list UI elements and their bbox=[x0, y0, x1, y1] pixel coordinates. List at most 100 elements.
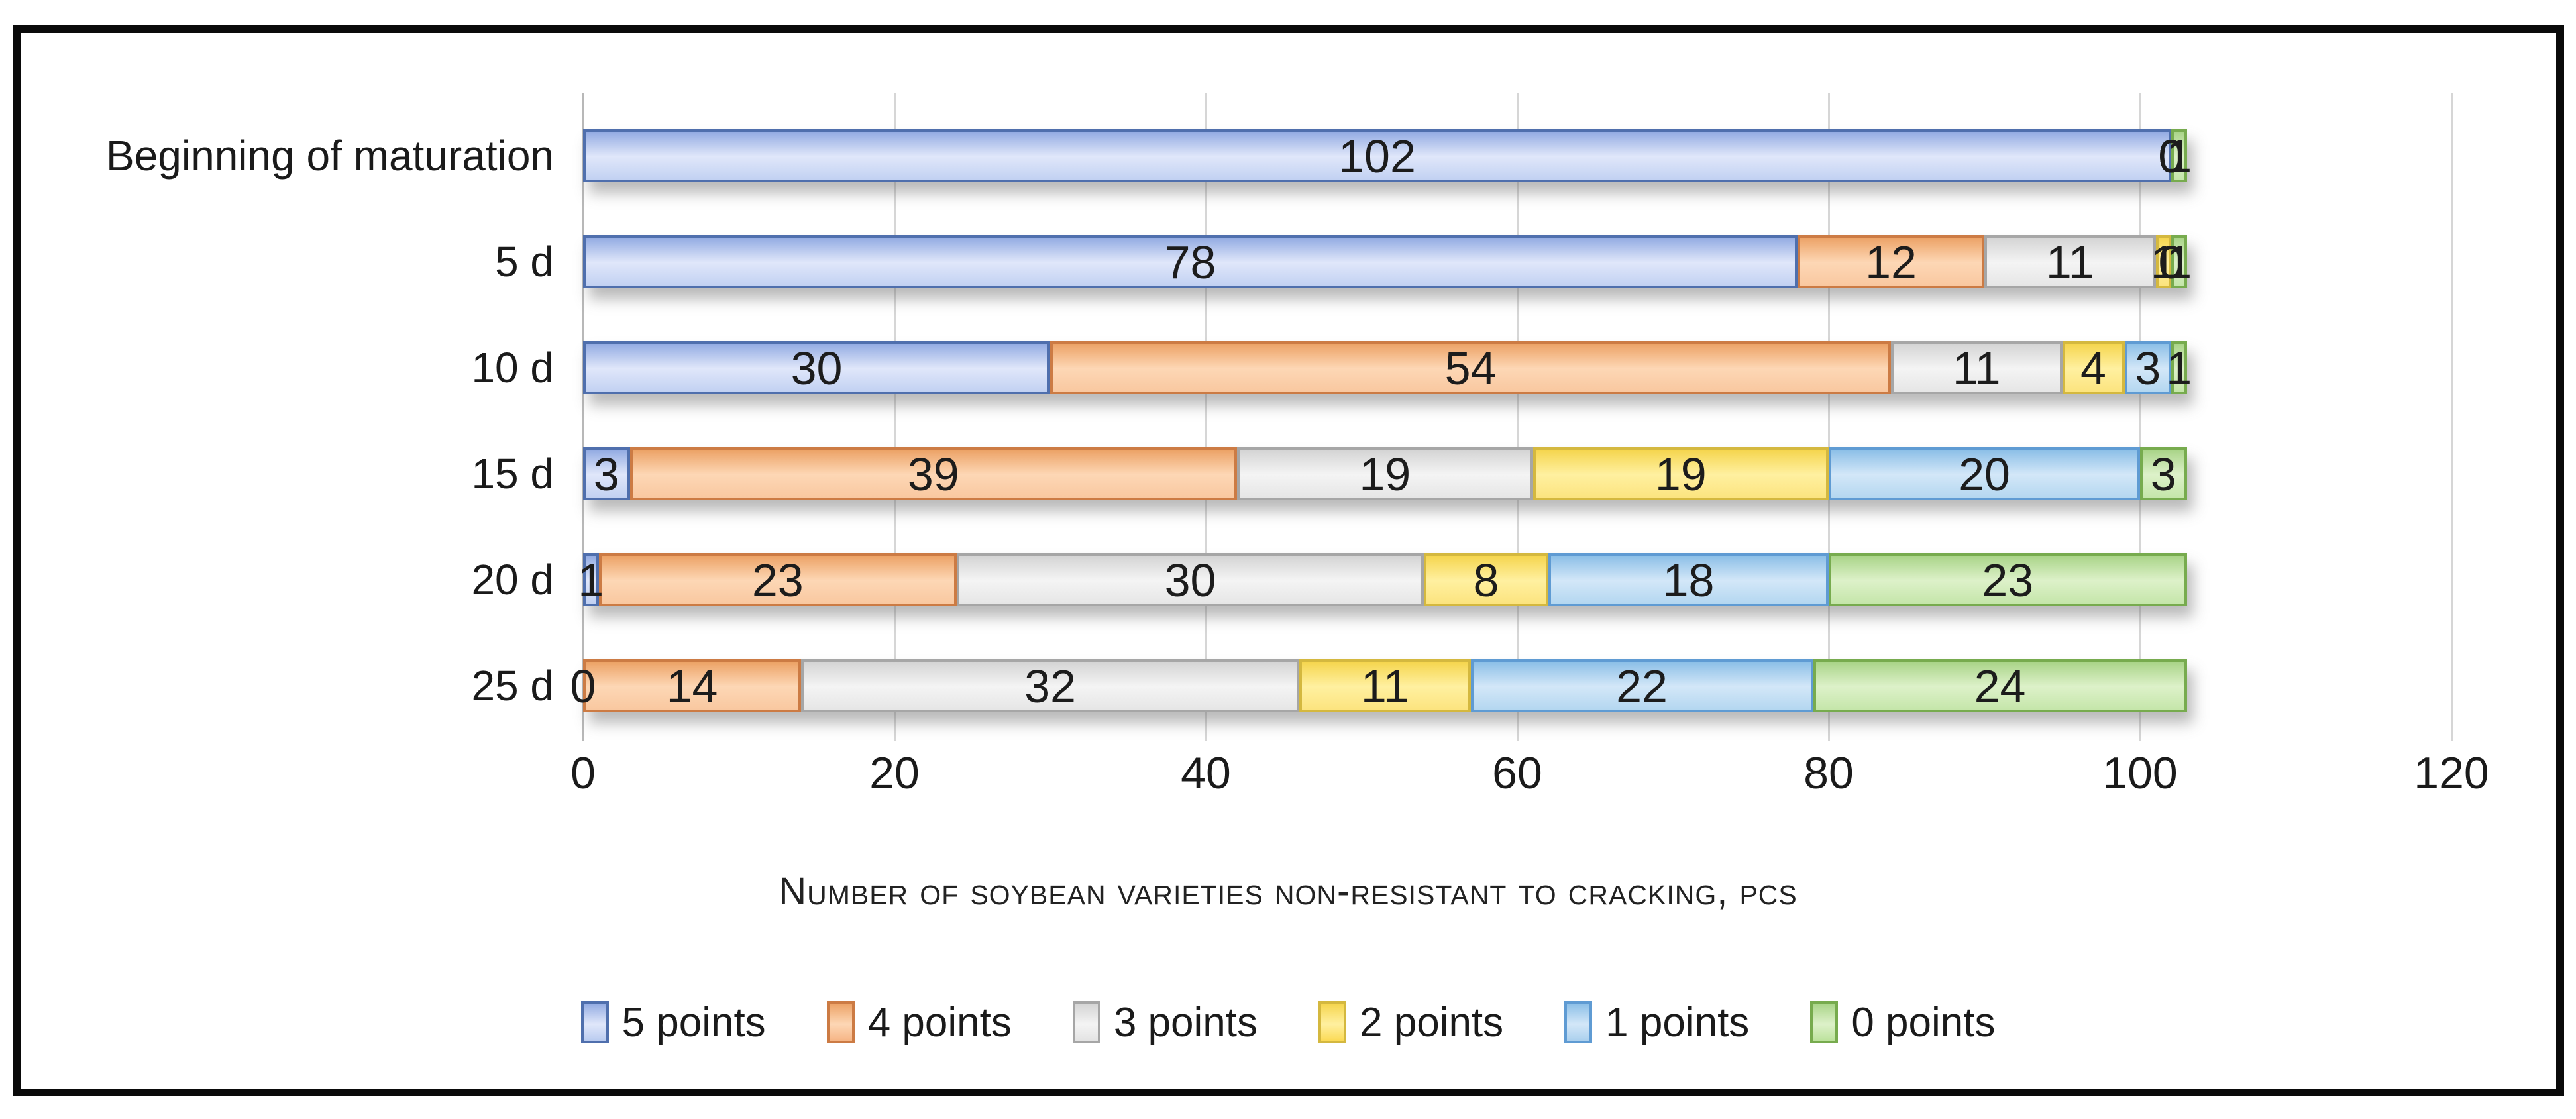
bar-segment-1-points bbox=[2124, 341, 2171, 394]
x-tick-label: 100 bbox=[2102, 748, 2178, 798]
bar-segment-5-points bbox=[583, 235, 1798, 288]
legend: 5 points 4 points 3 points 2 points 1 points… bbox=[0, 986, 2576, 1059]
bar-segment-2-points bbox=[2155, 235, 2171, 288]
gridline bbox=[1828, 93, 1830, 741]
x-tick-label: 120 bbox=[2414, 748, 2489, 798]
data-label: 1 bbox=[2166, 131, 2192, 182]
data-label: 1 bbox=[2166, 343, 2192, 394]
bar-segment-4-points bbox=[598, 553, 957, 606]
data-label: 0 bbox=[570, 661, 596, 712]
data-label: 3 bbox=[593, 449, 619, 500]
bar-segment-0-points bbox=[1829, 553, 2187, 606]
bar-segment-4-points bbox=[583, 659, 801, 712]
data-label: 0 bbox=[2158, 131, 2184, 182]
bar-segment-0-points bbox=[2140, 447, 2187, 500]
legend-swatch-0-points bbox=[1810, 1001, 1839, 1043]
legend-label: 5 points bbox=[621, 999, 766, 1045]
data-label: 1 bbox=[2166, 237, 2192, 288]
x-tick-label: 0 bbox=[570, 748, 596, 798]
legend-item: 4 points bbox=[826, 999, 1012, 1046]
legend-swatch-3-points bbox=[1072, 1001, 1100, 1043]
data-label: 78 bbox=[1164, 237, 1216, 288]
bar-segment-2-points bbox=[2062, 341, 2125, 394]
data-label: 0 bbox=[2158, 237, 2184, 288]
bar-segment-0-points bbox=[2171, 235, 2187, 288]
bar-row: 102 0 0 0 0 1 bbox=[583, 129, 2192, 182]
category-label: 20 d bbox=[471, 556, 554, 604]
bar-row: 3 39 19 19 20 3 bbox=[583, 447, 2187, 500]
bar-segment-0-points bbox=[2171, 129, 2187, 182]
bar-segment-5-points bbox=[583, 129, 2171, 182]
bar-segment-3-points bbox=[957, 553, 1424, 606]
legend-label: 4 points bbox=[867, 999, 1012, 1045]
bar-row: 78 12 11 1 0 1 bbox=[583, 235, 2192, 288]
bar-row: 1 23 30 8 18 23 bbox=[578, 553, 2187, 606]
legend-swatch-5-points bbox=[580, 1001, 609, 1043]
bar-segment-5-points bbox=[583, 341, 1050, 394]
x-axis-title: Number of soybean varieties non-resistan… bbox=[778, 870, 1798, 913]
gridline bbox=[1517, 93, 1519, 741]
category-label: 10 d bbox=[471, 344, 554, 392]
bar-segment-3-points bbox=[1237, 447, 1533, 500]
data-label: 30 bbox=[790, 343, 843, 394]
bar-segment-4-points bbox=[629, 447, 1237, 500]
y-axis-line bbox=[582, 93, 584, 741]
data-label: 0 bbox=[2158, 131, 2184, 182]
gridline bbox=[2139, 93, 2141, 741]
data-label: 24 bbox=[1974, 661, 2026, 712]
legend-item: 0 points bbox=[1810, 999, 1995, 1046]
category-label: 25 d bbox=[471, 662, 554, 710]
bar-segment-1-points bbox=[1548, 553, 1829, 606]
bar-segment-1-points bbox=[1470, 659, 1813, 712]
data-label: 32 bbox=[1024, 661, 1076, 712]
legend-item: 5 points bbox=[580, 999, 766, 1046]
x-tick-label: 20 bbox=[869, 748, 920, 798]
data-label: 12 bbox=[1865, 237, 1917, 288]
legend-swatch-1-points bbox=[1564, 1001, 1593, 1043]
bar-segment-2-points bbox=[1299, 659, 1471, 712]
legend-swatch-2-points bbox=[1318, 1001, 1346, 1043]
data-label: 19 bbox=[1654, 449, 1707, 500]
data-label: 54 bbox=[1444, 343, 1497, 394]
data-label: 1 bbox=[578, 555, 604, 606]
bar-segment-4-points bbox=[1050, 341, 1891, 394]
bar-segment-5-points bbox=[583, 553, 599, 606]
data-label: 14 bbox=[666, 661, 718, 712]
x-tick-label: 60 bbox=[1492, 748, 1542, 798]
data-label: 3 bbox=[2150, 449, 2176, 500]
x-tick-label: 80 bbox=[1803, 748, 1854, 798]
bar-segment-2-points bbox=[1532, 447, 1829, 500]
legend-label: 1 points bbox=[1605, 999, 1750, 1045]
data-label: 18 bbox=[1662, 555, 1715, 606]
bar-segment-3-points bbox=[801, 659, 1299, 712]
bar-segment-0-points bbox=[2171, 341, 2187, 394]
data-label: 30 bbox=[1164, 555, 1216, 606]
data-label: 20 bbox=[1959, 449, 2010, 500]
data-label: 0 bbox=[2158, 131, 2184, 182]
gridline bbox=[894, 93, 896, 741]
data-label: 8 bbox=[1473, 555, 1499, 606]
data-label: 1 bbox=[2150, 237, 2176, 288]
bar-segment-3-points bbox=[1891, 341, 2063, 394]
data-label: 23 bbox=[751, 555, 804, 606]
data-label: 102 bbox=[1338, 131, 1416, 182]
category-label: 15 d bbox=[471, 450, 554, 498]
bar-segment-3-points bbox=[1984, 235, 2156, 288]
data-label: 3 bbox=[2135, 343, 2161, 394]
bar-segment-2-points bbox=[1424, 553, 1548, 606]
category-label: Beginning of maturation bbox=[106, 132, 554, 180]
bar-row: 30 54 11 4 3 1 bbox=[583, 341, 2192, 394]
legend-label: 0 points bbox=[1851, 999, 1996, 1045]
data-label: 11 bbox=[2045, 237, 2094, 288]
data-label: 19 bbox=[1359, 449, 1411, 500]
bar-row: 0 14 32 11 22 24 bbox=[570, 659, 2187, 712]
legend-label: 2 points bbox=[1360, 999, 1504, 1045]
legend-swatch-4-points bbox=[826, 1001, 855, 1043]
bar-segment-5-points bbox=[583, 447, 630, 500]
legend-item: 3 points bbox=[1072, 999, 1258, 1046]
data-label: 11 bbox=[1360, 661, 1409, 712]
data-label: 0 bbox=[2158, 131, 2184, 182]
bar-segment-1-points bbox=[1829, 447, 2140, 500]
